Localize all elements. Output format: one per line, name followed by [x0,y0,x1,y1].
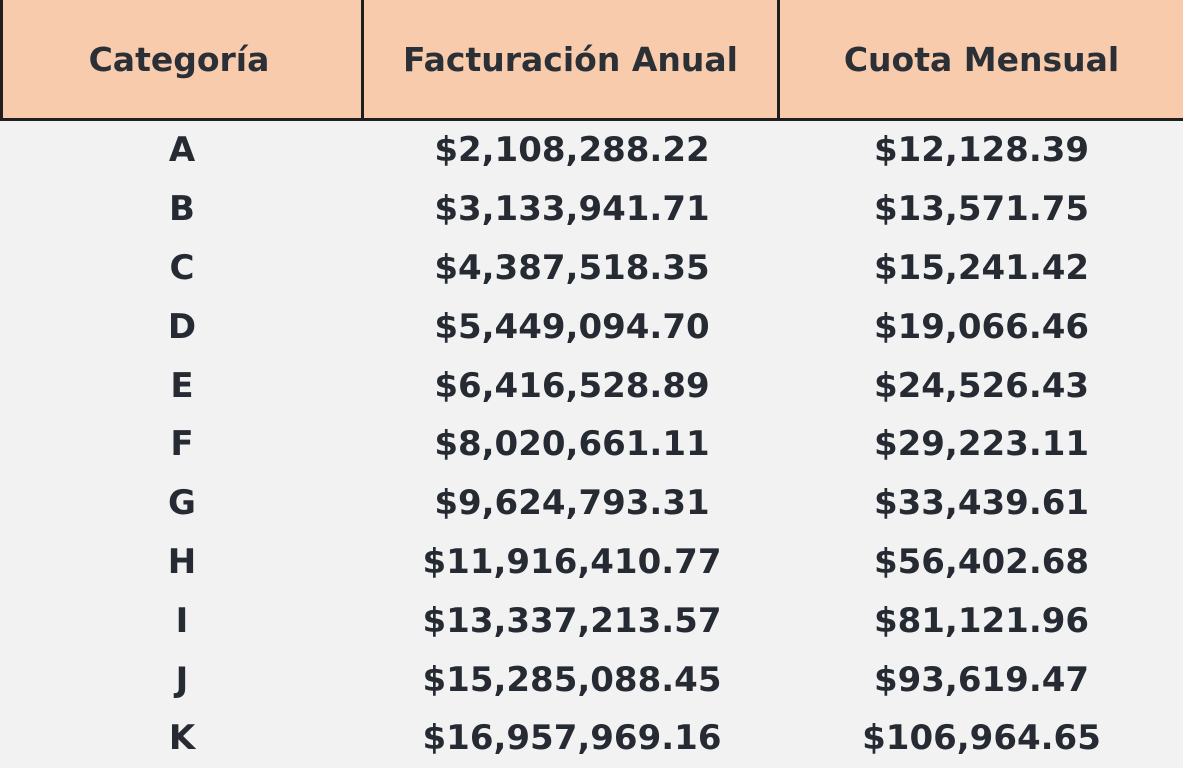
header-cell-categoria: Categoría [0,0,364,118]
category-cell: J [175,659,189,700]
header-cell-cuota-mensual: Cuota Mensual [780,0,1183,118]
table-row: A $2,108,288.22 $12,128.39 [0,121,1183,180]
table-row: D $5,449,094.70 $19,066.46 [0,297,1183,356]
table-row: I $13,337,213.57 $81,121.96 [0,591,1183,650]
annual-billing-cell: $6,416,528.89 [434,365,710,406]
monthly-fee-cell: $29,223.11 [873,424,1090,465]
monthly-fee-cell: $24,526.43 [873,365,1090,406]
annual-billing-cell: $16,957,969.16 [422,718,722,759]
annual-billing-cell: $3,133,941.71 [434,189,710,230]
monthly-fee-cell: $19,066.46 [873,306,1090,347]
table-body: A $2,108,288.22 $12,128.39 B $3,133,941.… [0,121,1183,768]
table-row: B $3,133,941.71 $13,571.75 [0,180,1183,239]
category-cell: F [170,424,194,465]
table-row: H $11,916,410.77 $56,402.68 [0,533,1183,592]
header-label-categoria: Categoría [88,39,270,79]
monthly-fee-cell: $13,571.75 [873,189,1090,230]
annual-billing-cell: $5,449,094.70 [434,306,710,347]
annual-billing-cell: $9,624,793.31 [434,483,710,524]
category-cell: E [170,365,194,406]
table-row: C $4,387,518.35 $15,241.42 [0,239,1183,298]
monthly-fee-cell: $56,402.68 [873,541,1090,582]
monthly-fee-cell: $33,439.61 [873,483,1090,524]
category-cell: B [169,189,195,230]
monthly-fee-cell: $106,964.65 [862,718,1101,759]
category-cell: A [168,130,196,171]
monthly-fee-cell: $81,121.96 [873,600,1090,641]
monthly-fee-cell: $93,619.47 [873,659,1090,700]
monthly-fee-cell: $15,241.42 [873,247,1090,288]
category-cell: G [168,483,196,524]
header-label-facturacion-anual: Facturación Anual [403,39,738,79]
category-cell: K [168,718,196,759]
annual-billing-cell: $4,387,518.35 [434,247,710,288]
monthly-fee-cell: $12,128.39 [873,130,1090,171]
header-cell-facturacion-anual: Facturación Anual [364,0,780,118]
annual-billing-cell: $2,108,288.22 [434,130,710,171]
table-header: Categoría Facturación Anual Cuota Mensua… [0,0,1183,121]
table-row: J $15,285,088.45 $93,619.47 [0,650,1183,709]
annual-billing-cell: $11,916,410.77 [422,541,722,582]
category-cell: D [167,306,197,347]
table-row: E $6,416,528.89 $24,526.43 [0,356,1183,415]
annual-billing-cell: $13,337,213.57 [422,600,722,641]
category-cell: C [169,247,195,288]
annual-billing-cell: $15,285,088.45 [422,659,722,700]
header-label-cuota-mensual: Cuota Mensual [843,39,1120,79]
category-cell: I [175,600,189,641]
annual-billing-cell: $8,020,661.11 [434,424,710,465]
table-row: G $9,624,793.31 $33,439.61 [0,474,1183,533]
table-row: K $16,957,969.16 $106,964.65 [0,709,1183,768]
category-cell: H [167,541,197,582]
table-row: F $8,020,661.11 $29,223.11 [0,415,1183,474]
